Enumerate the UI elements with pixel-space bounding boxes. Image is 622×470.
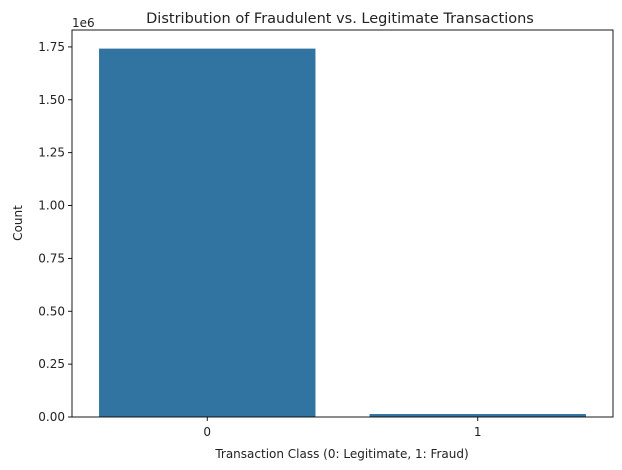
y-tick-label: 1.25 bbox=[38, 146, 65, 160]
bar-0 bbox=[99, 48, 316, 418]
x-axis-label: Transaction Class (0: Legitimate, 1: Fra… bbox=[214, 447, 468, 461]
y-axis-ticks: 0.00 0.25 0.50 0.75 1.00 1.25 1.50 1.75 bbox=[38, 40, 72, 424]
y-axis-offset-label: 1e6 bbox=[72, 16, 95, 30]
bar-1 bbox=[369, 414, 586, 417]
y-tick-label: 1.50 bbox=[38, 93, 65, 107]
y-tick-label: 1.75 bbox=[38, 40, 65, 54]
chart-title: Distribution of Fraudulent vs. Legitimat… bbox=[146, 11, 534, 27]
y-tick-label: 0.00 bbox=[38, 410, 65, 424]
y-axis-label: Count bbox=[11, 205, 25, 241]
x-tick-label: 1 bbox=[474, 425, 482, 439]
y-tick-label: 0.50 bbox=[38, 304, 65, 318]
bars-group bbox=[99, 48, 586, 418]
plot-frame bbox=[71, 29, 614, 418]
y-tick-label: 1.00 bbox=[38, 199, 65, 213]
y-tick-label: 0.25 bbox=[38, 357, 65, 371]
y-tick-label: 0.75 bbox=[38, 251, 65, 265]
x-tick-label: 0 bbox=[203, 425, 211, 439]
